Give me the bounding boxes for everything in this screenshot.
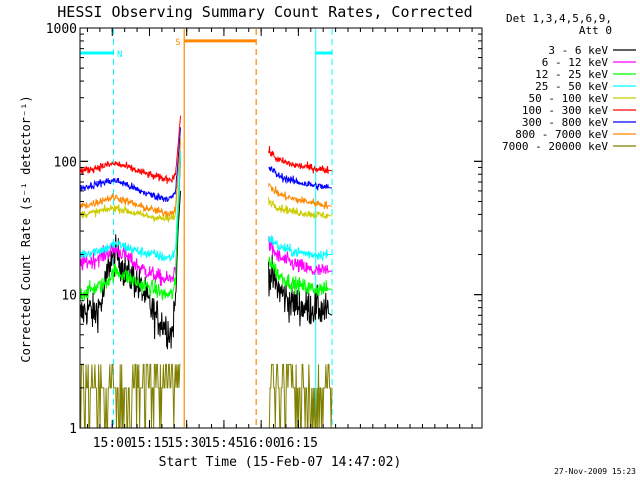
footer-date: 27-Nov-2009 15:23 <box>554 467 636 476</box>
legend-entry-label: 3 - 6 keV <box>548 44 608 57</box>
legend-entry-label: 800 - 7000 keV <box>515 128 608 141</box>
series-line <box>79 161 181 286</box>
legend-entry-label: 7000 - 20000 keV <box>502 140 608 153</box>
legend-header: Det 1,3,4,5,6,9, <box>506 12 612 25</box>
y-axis-label: Corrected Count Rate (s⁻¹ detector⁻¹) <box>19 95 33 362</box>
series-line <box>268 197 333 220</box>
series-5 <box>79 137 333 223</box>
y-tick-label: 1000 <box>46 22 77 37</box>
x-tick-label: 15:30 <box>167 436 206 451</box>
x-tick-label: 15:00 <box>93 436 132 451</box>
x-tick-label: 16:00 <box>242 436 281 451</box>
series-line <box>79 190 181 350</box>
series-7 <box>79 127 333 203</box>
legend-entry-label: 300 - 800 keV <box>522 116 608 129</box>
series-2 <box>79 161 332 286</box>
x-tick-label: 16:15 <box>279 436 318 451</box>
legend-entry-label: 50 - 100 keV <box>529 92 609 105</box>
series-line <box>79 363 333 429</box>
series-3 <box>79 155 332 302</box>
y-tick-label: 1 <box>69 422 77 437</box>
flag-n-label: N <box>117 50 122 60</box>
series-line <box>79 141 181 219</box>
series-6 <box>79 115 332 184</box>
series-line <box>79 137 181 223</box>
series-line <box>268 165 333 191</box>
series-line <box>268 183 333 210</box>
series-line <box>268 236 332 276</box>
series-line <box>268 145 332 174</box>
series-9 <box>79 363 333 429</box>
series-line <box>268 235 332 262</box>
legend-entry-label: 25 - 50 keV <box>535 80 608 93</box>
series-line <box>79 150 181 262</box>
legend-entry-label: 6 - 12 keV <box>542 56 609 69</box>
legend-entry-label: 12 - 25 keV <box>535 68 608 81</box>
series-line <box>79 115 181 184</box>
legend-entry-label: 100 - 300 keV <box>522 104 608 117</box>
series-line <box>79 127 181 203</box>
x-tick-label: 15:15 <box>130 436 169 451</box>
series-8 <box>79 141 333 219</box>
x-tick-label: 15:45 <box>204 436 243 451</box>
chart-title: HESSI Observing Summary Count Rates, Cor… <box>57 3 472 21</box>
y-tick-label: 100 <box>54 155 77 170</box>
series-line <box>268 254 333 327</box>
flag-s-label: S <box>175 38 180 48</box>
series-4 <box>79 150 332 262</box>
series-line <box>79 155 181 302</box>
plot-frame <box>79 27 483 429</box>
series-1 <box>79 190 333 350</box>
series-line <box>268 256 332 297</box>
x-axis-label: Start Time (15-Feb-07 14:47:02) <box>159 455 402 470</box>
legend-header: Att 0 <box>579 24 612 37</box>
y-tick-label: 10 <box>61 289 77 304</box>
